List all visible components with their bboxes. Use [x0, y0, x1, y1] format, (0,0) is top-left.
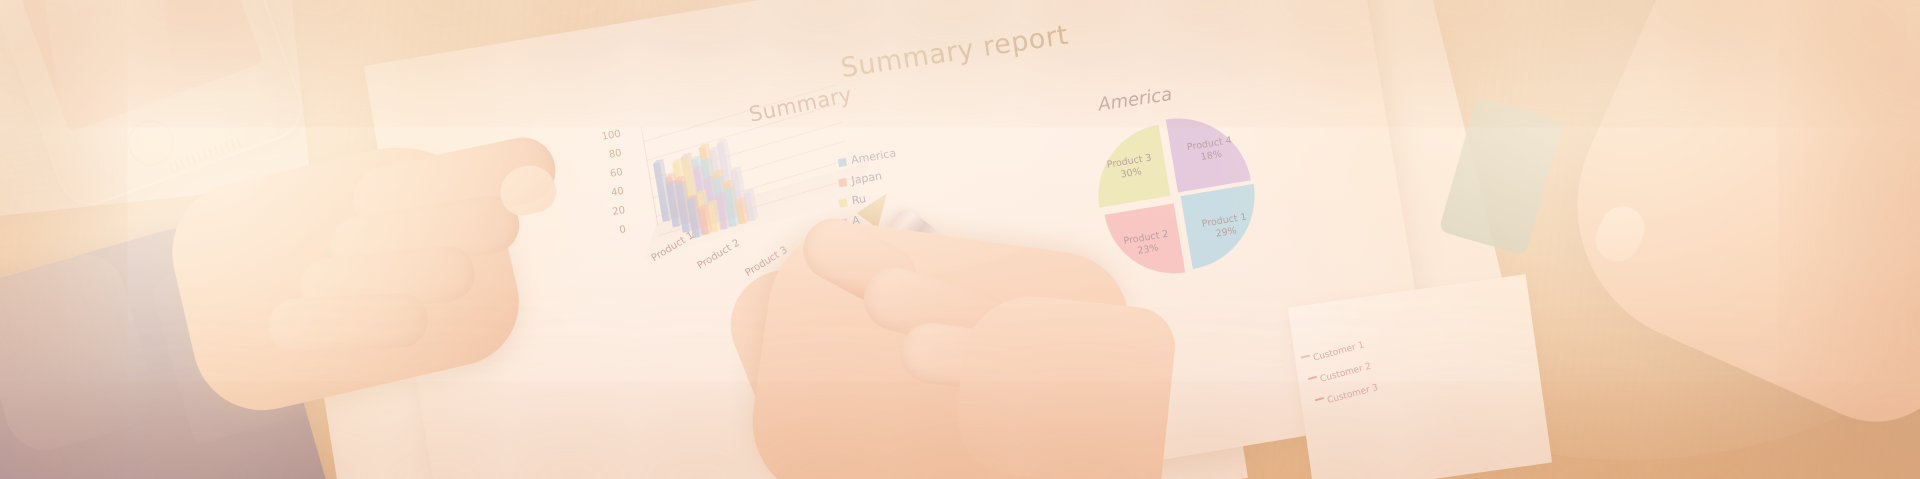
vignette	[0, 0, 1920, 479]
warm-color-wash	[0, 0, 1920, 479]
warm-color-wash-2	[0, 0, 1920, 479]
photo-scene: Summary 500 450 400 350 300 250 200 150 …	[0, 0, 1920, 479]
